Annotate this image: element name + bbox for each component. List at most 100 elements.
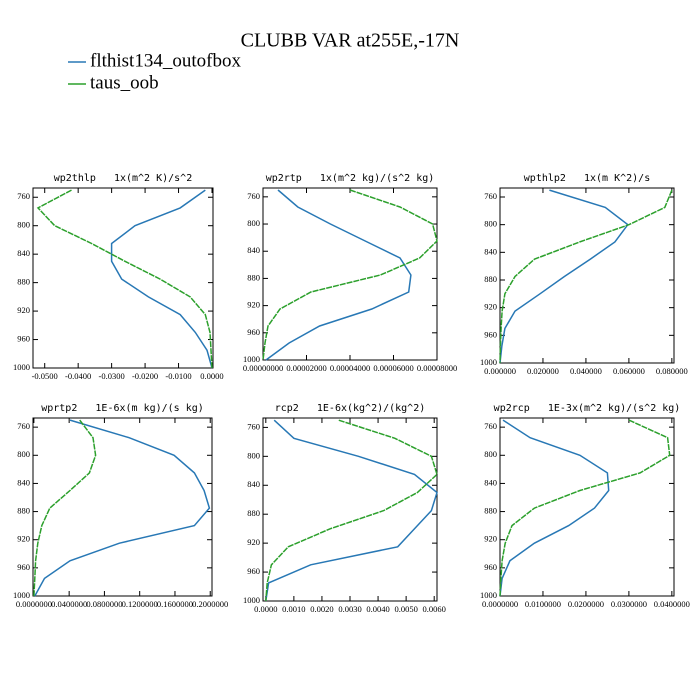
y-tick-label: 920 <box>484 302 497 312</box>
x-tick-label: 0.2000000 <box>192 599 228 609</box>
x-tick-label: 0.0800000 <box>86 599 122 609</box>
y-tick-label: 960 <box>17 562 30 572</box>
y-tick-label: 840 <box>17 477 30 487</box>
profile-line <box>499 419 671 597</box>
y-tick-label: 800 <box>484 219 497 229</box>
y-tick-label: 1000 <box>13 590 30 600</box>
y-tick-label: 880 <box>247 508 260 518</box>
profile-line <box>36 189 213 369</box>
x-tick-label: 0.060000 <box>613 366 645 376</box>
x-tick-label: 0.00008000 <box>417 363 457 373</box>
x-tick-label: 0.1600000 <box>157 599 193 609</box>
y-tick-label: 760 <box>247 191 260 201</box>
y-tick-label: 800 <box>17 220 30 230</box>
profile-line <box>110 189 213 369</box>
x-tick-label: 0.0100000 <box>525 599 561 609</box>
y-tick-label: 840 <box>484 246 497 256</box>
y-tick-label: 920 <box>247 300 260 310</box>
y-tick-label: 1000 <box>13 362 30 372</box>
plot-frame <box>32 187 214 369</box>
x-tick-label: 0.00004000 <box>330 363 370 373</box>
y-tick-label: 840 <box>247 479 260 489</box>
x-tick-label: 0.040000 <box>570 366 602 376</box>
y-tick-label: 960 <box>484 329 497 339</box>
plot-frame <box>32 417 213 597</box>
y-tick-label: 800 <box>484 449 497 459</box>
panel-title: wpthlp2 1x(m K^2)/s <box>524 173 650 184</box>
x-tick-label: 0.0030 <box>338 604 361 614</box>
plot-frame <box>499 187 675 364</box>
y-tick-label: 880 <box>484 274 497 284</box>
x-tick-label: -0.0100 <box>165 371 191 381</box>
profile-line <box>265 419 438 602</box>
x-tick-label: 0.0000 <box>200 371 223 381</box>
x-tick-label: 0.0040 <box>366 604 389 614</box>
x-tick-label: 0.0000 <box>254 604 277 614</box>
profile-line <box>499 189 629 364</box>
y-tick-label: 800 <box>247 218 260 228</box>
x-tick-label: 0.00006000 <box>373 363 413 373</box>
profile-line <box>262 189 438 361</box>
x-tick-label: 0.0300000 <box>611 599 647 609</box>
profile-line <box>265 419 438 602</box>
profile-line <box>34 419 211 597</box>
x-tick-label: 0.020000 <box>527 366 559 376</box>
profile-line <box>265 189 412 361</box>
y-tick-label: 960 <box>247 327 260 337</box>
figure-title: CLUBB VAR at255E,-17N <box>241 30 460 52</box>
y-tick-label: 1000 <box>480 590 497 600</box>
panel-title: rcp2 1E-6x(kg^2)/(kg^2) <box>275 403 426 414</box>
y-tick-label: 760 <box>484 421 497 431</box>
x-tick-label: 0.0000000 <box>482 599 518 609</box>
y-tick-label: 960 <box>17 333 30 343</box>
y-tick-label: 880 <box>247 272 260 282</box>
y-tick-label: 760 <box>484 191 497 201</box>
x-tick-label: 0.1200000 <box>122 599 158 609</box>
x-tick-label: 0.080000 <box>656 366 688 376</box>
y-tick-label: 960 <box>484 562 497 572</box>
y-tick-label: 760 <box>17 421 30 431</box>
panel-title: wp2rcp 1E-3x(m^2 kg)/(s^2 kg) <box>494 403 681 414</box>
y-tick-label: 960 <box>247 566 260 576</box>
y-tick-label: 800 <box>247 450 260 460</box>
y-tick-label: 880 <box>484 506 497 516</box>
y-tick-label: 880 <box>17 277 30 287</box>
plot-frame <box>499 417 675 597</box>
y-tick-label: 1000 <box>243 595 260 605</box>
x-tick-label: 0.0400000 <box>51 599 87 609</box>
y-tick-label: 800 <box>17 449 30 459</box>
legend-label: taus_oob <box>90 72 159 93</box>
y-tick-label: 840 <box>247 245 260 255</box>
x-tick-label: -0.0400 <box>65 371 91 381</box>
x-tick-label: 0.0060 <box>423 604 446 614</box>
x-tick-label: 0.0400000 <box>654 599 690 609</box>
panel-title: wp2rtp 1x(m^2 kg)/(s^2 kg) <box>266 173 435 184</box>
panel-title: wprtp2 1E-6x(m kg)/(s kg) <box>41 403 204 414</box>
x-tick-label: -0.0500 <box>32 371 58 381</box>
x-tick-label: 0.00000000 <box>243 363 283 373</box>
y-tick-label: 1000 <box>480 357 497 367</box>
x-tick-label: -0.0200 <box>132 371 158 381</box>
panel-title: wp2thlp 1x(m^2 K)/s^2 <box>54 173 192 184</box>
x-tick-label: 0.0200000 <box>568 599 604 609</box>
profile-line <box>499 189 673 364</box>
x-tick-label: 0.0000000 <box>16 599 52 609</box>
y-tick-label: 1000 <box>243 354 260 364</box>
y-tick-label: 920 <box>247 537 260 547</box>
x-tick-label: 0.0010 <box>282 604 305 614</box>
x-tick-label: 0.00002000 <box>286 363 326 373</box>
y-tick-label: 760 <box>247 421 260 431</box>
profile-line <box>33 419 97 597</box>
y-tick-label: 760 <box>17 191 30 201</box>
y-tick-label: 840 <box>17 248 30 258</box>
y-tick-label: 920 <box>17 305 30 315</box>
legend-label: flthist134_outofbox <box>90 50 241 71</box>
x-tick-label: 0.0050 <box>394 604 417 614</box>
y-tick-label: 880 <box>17 506 30 516</box>
profile-line <box>499 419 610 597</box>
x-tick-label: 0.000000 <box>484 366 516 376</box>
x-tick-label: -0.0300 <box>99 371 125 381</box>
y-tick-label: 920 <box>484 534 497 544</box>
